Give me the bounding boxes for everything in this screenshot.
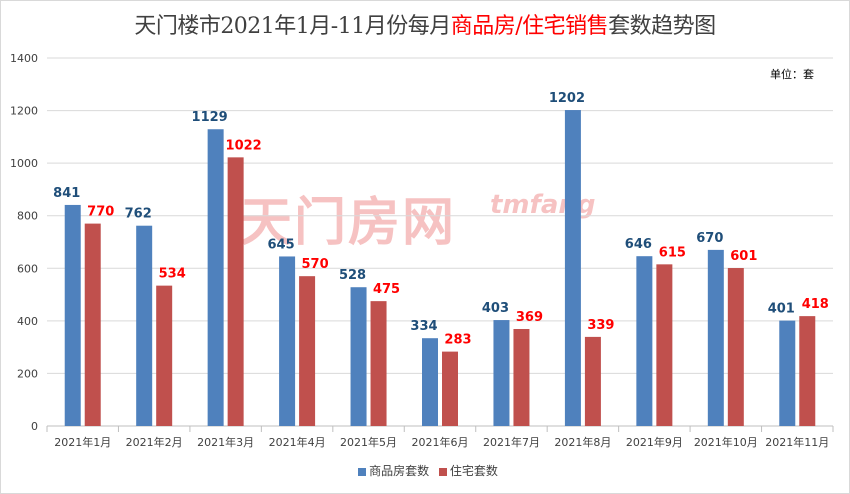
legend-label-commercial: 商品房套数 [369, 464, 430, 478]
data-label: 601 [730, 249, 757, 264]
data-label: 1129 [192, 110, 228, 125]
x-tick-label: 2021年3月 [197, 435, 254, 449]
data-label: 646 [625, 237, 652, 252]
data-label: 283 [444, 333, 471, 348]
bar-commercial [350, 287, 367, 426]
legend: 商品房套数 住宅套数 [0, 462, 850, 479]
data-label: 762 [125, 207, 152, 222]
data-label: 528 [339, 268, 366, 283]
x-tick-label: 2021年8月 [554, 435, 611, 449]
bar-residential [799, 316, 816, 426]
x-tick-label: 2021年11月 [765, 435, 829, 449]
legend-swatch-residential [438, 467, 447, 476]
data-label: 1022 [226, 138, 262, 153]
x-tick-label: 2021年10月 [694, 435, 758, 449]
x-tick-label: 2021年9月 [626, 435, 683, 449]
bar-residential [370, 301, 387, 426]
data-label: 841 [53, 186, 80, 201]
data-label: 403 [482, 301, 509, 316]
bar-commercial [707, 249, 724, 426]
bar-residential [656, 264, 673, 426]
x-tick-label: 2021年2月 [126, 435, 183, 449]
title-part: 套数趋势图 [608, 14, 716, 39]
bar-residential [584, 336, 601, 426]
bar-residential [227, 157, 244, 427]
y-tick-label: 400 [17, 315, 38, 328]
y-tick-label: 0 [31, 420, 38, 433]
bar-commercial [636, 256, 653, 426]
bar-commercial [493, 320, 510, 426]
bar-residential [513, 329, 530, 426]
bar-residential [299, 276, 316, 426]
data-label: 770 [87, 205, 114, 220]
bar-commercial [422, 338, 438, 426]
title-highlight: 商品房/住宅销售 [450, 14, 609, 39]
data-label: 615 [659, 245, 686, 260]
chart-title: 天门楼市2021年1月-11月份每月商品房/住宅销售套数趋势图 [0, 8, 850, 40]
x-tick-label: 2021年1月 [54, 435, 111, 449]
y-tick-label: 1400 [10, 52, 38, 65]
data-label: 418 [802, 297, 829, 312]
y-tick-label: 200 [17, 367, 38, 380]
unit-label: 单位：套 [770, 68, 814, 81]
bar-commercial [779, 320, 796, 426]
watermark-logo: 天门房网 [240, 193, 457, 253]
data-label: 1202 [549, 91, 585, 106]
legend-label-residential: 住宅套数 [449, 464, 498, 478]
bar-commercial [564, 110, 581, 426]
y-tick-label: 1200 [10, 105, 38, 118]
data-label: 334 [410, 319, 437, 334]
data-label: 475 [373, 282, 400, 297]
data-label: 401 [768, 302, 795, 317]
y-tick-label: 800 [17, 210, 38, 223]
title-part: 天门楼市2021年1月-11月份每月 [134, 14, 451, 39]
data-label: 534 [159, 267, 186, 282]
bar-commercial [279, 256, 296, 426]
bar-residential [442, 351, 458, 426]
data-label: 570 [302, 257, 329, 272]
bar-residential [84, 223, 101, 426]
legend-swatch-commercial [358, 467, 367, 476]
bar-commercial [64, 204, 81, 426]
bar-residential [156, 285, 173, 426]
x-tick-label: 2021年5月 [340, 435, 397, 449]
x-tick-label: 2021年4月 [269, 435, 326, 449]
x-tick-label: 2021年7月 [483, 435, 540, 449]
bar-commercial [207, 129, 224, 426]
data-label: 670 [696, 231, 723, 246]
data-label: 339 [587, 318, 614, 333]
data-label: 645 [268, 237, 295, 252]
data-label: 369 [516, 310, 543, 325]
bar-residential [727, 268, 744, 426]
y-tick-label: 600 [17, 262, 38, 275]
y-tick-label: 1000 [10, 157, 38, 170]
bar-commercial [136, 225, 153, 426]
x-tick-label: 2021年6月 [412, 435, 469, 449]
